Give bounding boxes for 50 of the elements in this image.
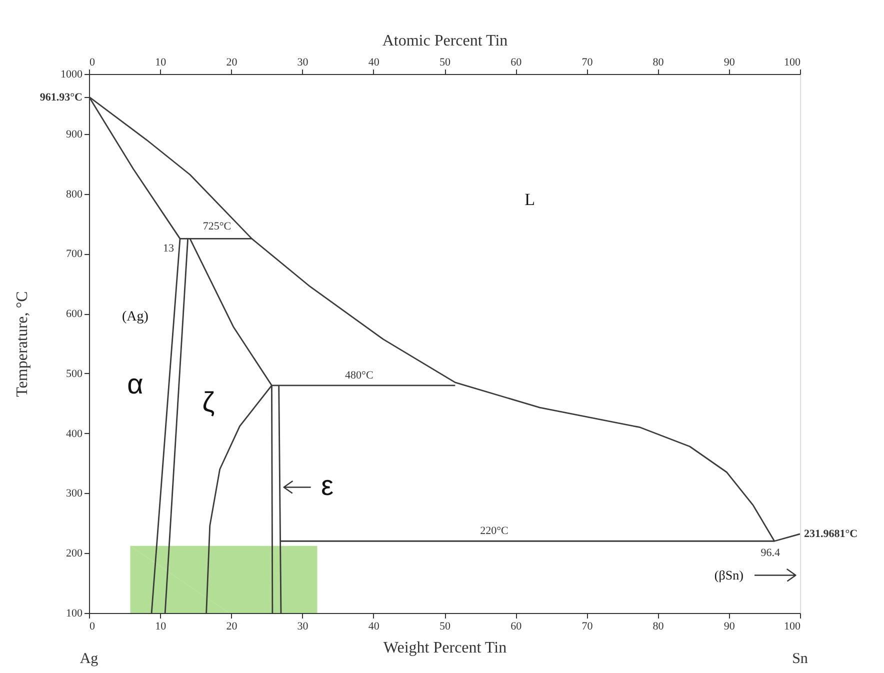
x-tick-label: 50 [440,56,451,68]
x2-tick-label: 20 [226,620,238,632]
x-tick-label: 20 [226,56,238,68]
y-tick-label: 600 [66,308,83,320]
y-tick-label: 1000 [60,68,83,80]
text: Ag [80,651,99,667]
x-tick-label: 40 [368,56,380,68]
annotation: ζ [202,386,215,418]
x-tick-label: 30 [297,56,309,68]
x-tick-label: 60 [510,56,522,68]
x-tick-label: 0 [90,56,96,68]
x-tick-label: 90 [724,56,736,68]
y-tick-label: 900 [66,128,83,140]
annotation: (Ag) [122,310,149,325]
x-axis-title: Weight Percent Tin [383,640,507,656]
y-tick-label: 300 [66,488,83,500]
x2-tick-label: 30 [297,620,309,632]
x2-tick-label: 50 [440,620,451,632]
y-tick-label: 700 [66,248,83,260]
x2-tick-label: 100 [784,620,801,632]
x-tick-label: 10 [155,56,167,68]
annotation: (βSn) [714,567,744,582]
y-axis-title: Temperature, °C [14,291,31,397]
x2-tick-label: 80 [652,620,664,632]
y-tick-label: 400 [66,428,83,440]
annotation: 13 [163,242,175,255]
x2-tick-label: 0 [90,620,96,632]
x2-tick-label: 70 [582,620,594,632]
text: Sn [792,651,808,667]
y-tick-label: 800 [66,188,83,200]
y-tick-label: 961.93°C [40,91,83,104]
annotation: 725°C [202,220,232,233]
x2-tick-label: 40 [368,620,380,632]
annotation: 231.9681°C [804,528,858,540]
annotation: 96.4 [760,547,781,560]
annotation: ε [320,470,334,502]
x2-tick-label: 90 [724,620,736,632]
x2-tick-label: 60 [510,620,522,632]
y-tick-label: 500 [66,368,83,380]
annotation: L [524,190,536,209]
annotation: α [127,368,144,400]
annotation: 220°C [480,525,508,538]
x2-axis-title: Atomic Percent Tin [382,32,508,50]
x-tick-label: 80 [652,56,664,68]
x2-tick-label: 10 [155,620,167,632]
x-tick-label: 70 [582,56,594,68]
y-tick-label: 100 [66,608,83,620]
x-tick-label: 100 [784,56,801,68]
y-tick-label: 200 [66,548,83,560]
annotation: 480°C [345,369,374,382]
